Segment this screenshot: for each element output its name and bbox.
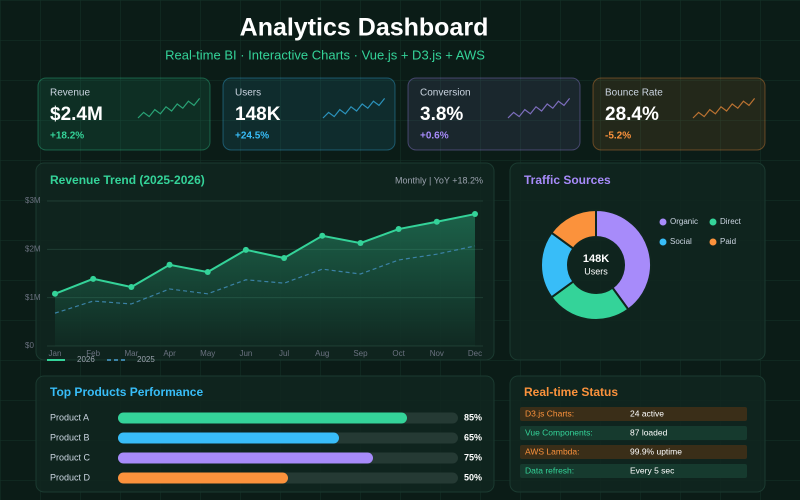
y-tick-label: $3M [25,196,41,205]
kpi-label: Revenue [50,88,90,99]
status-value: 87 loaded [630,427,668,437]
pie-slice [550,208,597,250]
y-tick-label: $2M [25,244,41,253]
center-label: 148K [583,253,609,265]
line [54,245,476,314]
x-tick-label: May [200,349,215,358]
bar [118,412,407,424]
kpi-value: 148K [235,104,281,125]
kpi-card [37,77,211,151]
legend-label: Social [670,237,692,246]
kpi-value: $2.4M [50,104,103,125]
status-value: Every 5 sec [630,465,675,475]
panel-title: Traffic Sources [524,173,611,187]
value-label: 65% [464,432,482,442]
point [242,246,249,253]
y-tick-label: $0 [25,341,34,350]
kpi-label: Conversion [420,88,471,99]
value-label: 85% [464,412,482,422]
sparkline [507,98,571,119]
point [128,284,135,291]
x-tick-label: Jul [279,349,289,358]
value-label: 75% [464,452,482,462]
kpi-label: Users [235,88,261,99]
bar [118,452,373,464]
center-sublabel: Users [584,266,608,276]
pie-slice [595,208,652,311]
point [357,240,364,247]
x-tick-label: Jun [239,349,252,358]
legend-swatch [659,218,667,226]
point [433,218,440,225]
status-row [520,407,747,421]
bar-label: Product C [50,452,91,462]
x-tick-label: Sep [353,349,368,358]
x-tick-label: Jan [49,349,62,358]
kpi-value: 3.8% [420,104,463,125]
legend-swatch [709,238,717,246]
x-tick-label: Oct [392,349,405,358]
bar-label: Product A [50,412,89,422]
status-row [520,426,747,440]
kpi-card [222,77,396,151]
y-tick-label: $1M [25,293,41,302]
subtitle: Real-time BI · Interactive Charts · Vue.… [165,47,485,62]
status-key: Data refresh: [525,465,574,475]
bar [118,472,288,484]
status-key: Vue Components: [525,427,593,437]
point [52,290,58,297]
legend-swatch [709,218,717,226]
point [204,269,211,276]
panel-title: Top Products Performance [50,385,203,399]
legend-label: Paid [720,237,736,246]
kpi-card [592,77,766,151]
kpi-change: +24.5% [235,131,269,142]
title: Analytics Dashboard [240,14,489,42]
kpi-change: +18.2% [50,131,84,142]
sparkline [137,98,201,119]
area-fill [55,214,475,346]
kpi-value: 28.4% [605,104,659,125]
kpi-label: Bounce Rate [605,88,663,99]
point [90,275,97,282]
line [54,213,476,295]
x-tick-label: Feb [86,349,100,358]
panel-subtitle: Monthly | YoY +18.2% [395,175,483,185]
status-key: AWS Lambda: [525,446,580,456]
kpi-card [407,77,581,151]
x-tick-label: Apr [163,349,176,358]
legend-label: 2026 [77,355,95,364]
bar-label: Product B [50,432,90,442]
point [166,261,173,268]
status-key: D3.js Charts: [525,408,574,418]
kpi-change: -5.2% [605,131,631,142]
panel-title: Real-time Status [524,385,618,399]
point [281,255,288,262]
x-tick-label: Aug [315,349,329,358]
legend-label: 2025 [137,355,155,364]
status-value: 99.9% uptime [630,446,682,456]
legend-label: Direct [720,217,742,226]
value-label: 50% [464,472,482,482]
status-row [520,445,747,459]
point [319,232,326,239]
x-tick-label: Dec [468,349,482,358]
point [395,226,402,233]
panel-title: Revenue Trend (2025-2026) [50,173,205,187]
sparkline [692,98,756,119]
legend-label: Organic [670,217,698,226]
kpi-change: +0.6% [420,131,449,142]
status-value: 24 active [630,408,664,418]
legend-swatch [659,238,667,246]
sparkline [322,98,386,119]
status-row [520,464,747,478]
bar-label: Product D [50,472,91,482]
x-tick-label: Mar [124,349,138,358]
bar [118,432,339,444]
x-tick-label: Nov [430,349,444,358]
point [472,211,478,218]
